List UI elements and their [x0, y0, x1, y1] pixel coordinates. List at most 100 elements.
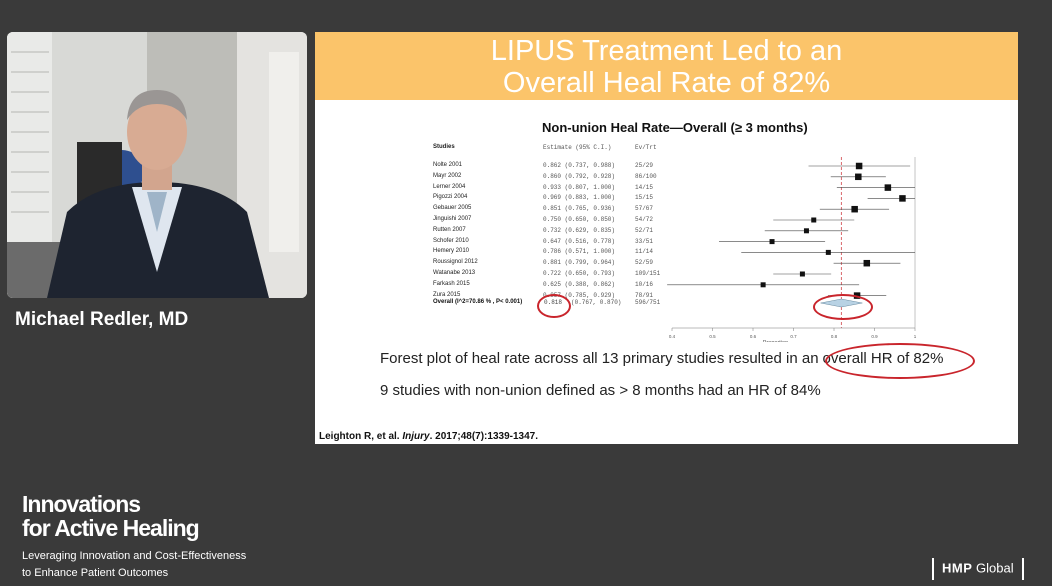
forest-plot: 0.4 0.5 0.6 0.7 0.8 0.9 1 Proportion [667, 157, 917, 342]
study-evtrt: 15/15 [635, 194, 654, 202]
study-row: Jinguishi 2007 0.750 (0.650, 0.850) 54/72 [433, 214, 693, 225]
slide-title-line-1: LIPUS Treatment Led to an [490, 35, 843, 67]
study-name: Jinguishi 2007 [433, 216, 472, 222]
highlight-oval-diamond [813, 294, 873, 320]
study-estimate: 0.732 (0.629, 0.835) [543, 226, 616, 234]
study-evtrt: 25/29 [635, 162, 654, 169]
citation-details: . 2017;48(7):1339-1347. [429, 431, 538, 442]
study-name: Farkash 2015 [433, 280, 470, 287]
x-tick-label: 0.7 [790, 334, 797, 339]
x-tick-label: 0.5 [709, 334, 716, 339]
x-tick-label: 0.9 [871, 334, 878, 339]
study-row: Pigozzi 2004 0.969 (0.883, 1.000) 15/15 [433, 192, 693, 203]
study-row: Schofer 2010 0.647 (0.516, 0.778) 33/51 [433, 236, 693, 247]
slide-title: LIPUS Treatment Led to an Overall Heal R… [315, 32, 1018, 100]
study-row: Hemery 2010 0.786 (0.571, 1.000) 11/14 [433, 246, 693, 257]
point-estimate [863, 259, 871, 267]
point-estimate [811, 217, 817, 223]
study-estimate: 0.722 (0.650, 0.793) [543, 270, 616, 277]
column-header-evtrt: Ev/Trt [635, 144, 657, 151]
citation-authors: Leighton R, et al. [319, 431, 400, 442]
speaker-video [7, 32, 307, 298]
brand-subtitle: Leveraging Innovation and Cost-Effective… [22, 548, 246, 582]
x-tick-label: 0.6 [750, 334, 757, 339]
study-estimate: 0.933 (0.807, 1.000) [543, 183, 616, 191]
study-evtrt: 78/91 [635, 291, 654, 299]
study-estimate: 0.750 (0.650, 0.850) [543, 216, 616, 223]
speaker-name: Michael Redler, MD [15, 309, 189, 330]
study-estimate: 0.647 (0.516, 0.778) [543, 237, 616, 245]
study-estimate: 0.881 (0.799, 0.964) [543, 259, 616, 267]
study-evtrt: 11/14 [635, 248, 654, 256]
study-row: Lerner 2004 0.933 (0.807, 1.000) 14/15 [433, 182, 693, 193]
x-tick-label: 0.4 [669, 334, 676, 339]
point-estimate [855, 162, 863, 170]
brand-title-line-2: for Active Healing [22, 515, 200, 541]
study-row: Farkash 2015 0.625 (0.388, 0.862) 10/16 [433, 279, 693, 290]
point-estimate [899, 195, 906, 202]
x-tick-label: 1 [914, 334, 917, 339]
study-name: Lerner 2004 [433, 183, 466, 190]
overall-evtrt: 596/751 [635, 299, 661, 306]
study-name: Gebauer 2005 [433, 205, 472, 212]
point-estimate [855, 173, 862, 181]
logo-global: Global [976, 560, 1014, 576]
study-estimate: 0.862 (0.737, 0.988) [543, 162, 616, 169]
brand-subtitle-line-2: to Enhance Patient Outcomes [22, 567, 169, 579]
point-estimate [803, 228, 809, 234]
x-axis-label: Proportion [763, 340, 788, 342]
study-row: Roussignol 2012 0.881 (0.799, 0.964) 52/59 [433, 257, 693, 268]
study-evtrt: 86/100 [635, 172, 657, 180]
study-estimate: 0.851 (0.765, 0.936) [543, 205, 616, 213]
brand-title: Innovations for Active Healing [22, 492, 200, 541]
study-evtrt: 33/51 [635, 237, 654, 245]
slide-title-line-2: Overall Heal Rate of 82% [502, 67, 831, 99]
study-name: Rutten 2007 [433, 226, 466, 233]
study-estimate: 0.969 (0.883, 1.000) [543, 194, 616, 202]
study-row: Nolte 2001 0.862 (0.737, 0.988) 25/29 [433, 160, 693, 171]
study-row: Watanabe 2013 0.722 (0.650, 0.793) 109/151 [433, 268, 693, 279]
study-estimate: 0.625 (0.388, 0.862) [543, 280, 616, 288]
bullet-heal-rate-text: Forest plot of heal rate across all 13 p… [380, 350, 819, 367]
study-estimate: 0.860 (0.792, 0.928) [543, 172, 616, 180]
study-estimate: 0.857 (0.785, 0.929) [543, 291, 616, 299]
study-evtrt: 54/72 [635, 216, 654, 223]
logo-bar-right [1021, 557, 1024, 580]
study-row: Mayr 2002 0.860 (0.792, 0.928) 86/100 [433, 171, 693, 182]
overall-label: Overall (I^2=70.86 % , P< 0.001) [433, 299, 523, 305]
study-name: Mayr 2002 [433, 172, 462, 179]
study-evtrt: 52/59 [635, 259, 654, 267]
study-name: Schofer 2010 [433, 237, 469, 244]
point-estimate [851, 205, 858, 213]
study-row: Gebauer 2005 0.851 (0.765, 0.936) 57/67 [433, 203, 693, 214]
point-estimate [884, 184, 892, 191]
logo-hmp: HMP [942, 560, 973, 576]
highlight-oval-hr [825, 343, 975, 379]
study-name: Roussignol 2012 [433, 259, 478, 266]
bullet-nonunion: 9 studies with non-union defined as > 8 … [380, 382, 821, 399]
study-name: Watanabe 2013 [433, 270, 476, 276]
citation-journal: Injury [402, 431, 430, 442]
citation: Leighton R, et al. Injury. 2017;48(7):13… [319, 431, 538, 442]
study-name: Hemery 2010 [433, 248, 470, 255]
column-header-studies: Studies [433, 144, 455, 150]
overall-ci: (0.767, 0.870) [571, 299, 622, 306]
study-estimate: 0.786 (0.571, 1.000) [543, 248, 616, 256]
study-evtrt: 52/71 [635, 226, 654, 234]
study-name: Pigozzi 2004 [433, 194, 468, 201]
study-row: Rutten 2007 0.732 (0.629, 0.835) 52/71 [433, 225, 693, 236]
highlight-oval-estimate [537, 294, 571, 318]
study-evtrt: 14/15 [635, 183, 654, 191]
point-estimate [799, 271, 805, 277]
point-estimate [825, 249, 831, 255]
column-header-estimate: Estimate (95% C.I.) [543, 144, 612, 151]
hmp-global-logo: HMP Global [924, 556, 1032, 580]
point-estimate [760, 282, 766, 288]
study-evtrt: 10/16 [635, 280, 654, 288]
logo-bar-left [932, 557, 934, 580]
x-tick-label: 0.8 [831, 334, 838, 339]
study-name: Zura 2015 [433, 291, 461, 298]
presentation-slide: LIPUS Treatment Led to an Overall Heal R… [315, 32, 1018, 444]
point-estimate [769, 239, 775, 245]
speaker-video-frame [7, 32, 307, 298]
